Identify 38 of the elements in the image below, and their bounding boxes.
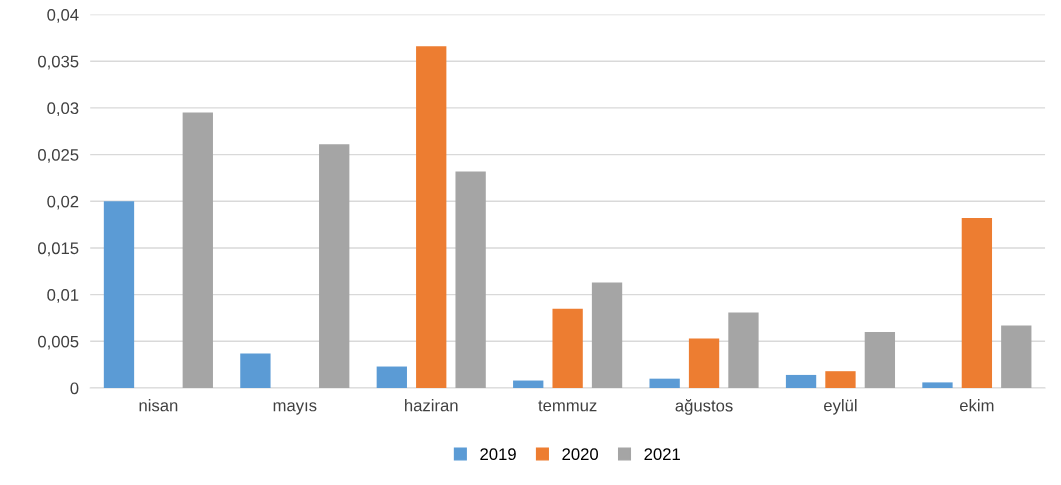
bar [922,382,953,388]
y-tick-label: 0,04 [47,8,79,23]
y-tick-label: 0,005 [38,335,79,350]
x-tick-label: nisan [139,399,178,412]
bar [688,338,720,388]
bar [455,171,486,388]
x-tick-label: haziran [405,399,458,412]
bar [240,353,271,388]
legend-label: 2019 [480,448,516,461]
bar [961,218,993,388]
x-tick-label: eylül [824,399,857,415]
y-tick-label: 0,02 [47,195,79,210]
x-tick-label: temmuz [538,400,597,412]
bar [649,378,680,388]
bar [864,331,896,388]
bar [785,374,817,388]
bar [1001,325,1032,388]
bar [182,112,213,388]
y-tick-label: 0 [70,382,79,395]
bar [825,371,856,388]
bar [728,312,759,388]
legend-label: 2020 [562,448,599,461]
y-tick-label: 0,03 [47,102,79,117]
y-tick-label: 0,025 [38,148,79,163]
x-tick-label: ağustos [675,399,733,415]
x-tick-label: ekim [959,399,994,412]
bar [416,46,447,388]
bar [513,380,544,388]
legend-label: 2021 [644,448,680,461]
bar [319,144,350,388]
bar [552,308,583,388]
y-tick-label: 0,01 [47,289,79,303]
x-tick-label: mayıs [273,402,317,415]
bar [376,366,407,388]
bar [103,201,135,388]
y-tick-label: 0,035 [38,55,79,70]
bar [591,282,623,388]
y-tick-label: 0,015 [38,242,79,257]
